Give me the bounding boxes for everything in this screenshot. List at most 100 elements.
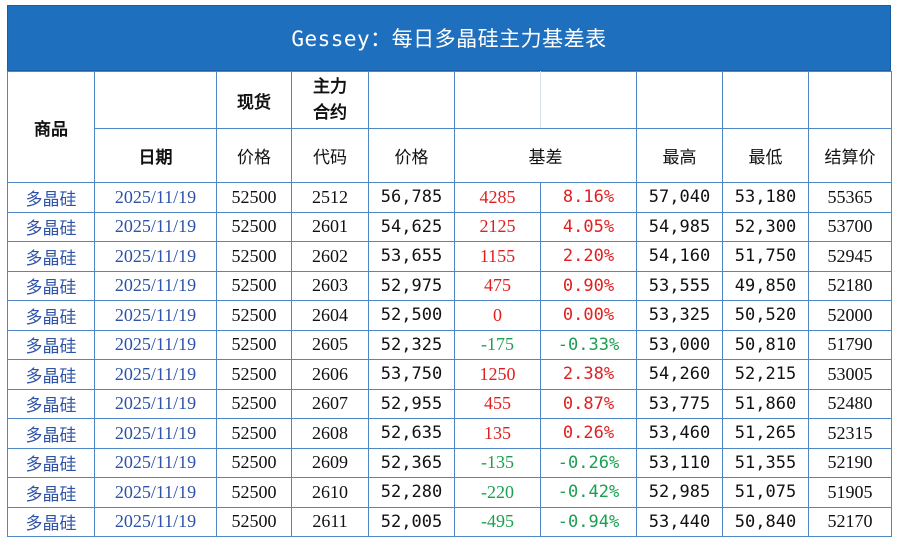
table-row: 多晶硅 2025/11/19 52500 2606 53,750 1250 2.38% 54,… — [7, 359, 892, 390]
cell-spot-price: 52500 — [216, 241, 292, 272]
cell-basis: -495 — [454, 506, 541, 537]
cell-futures-price: 53,750 — [368, 359, 455, 390]
cell-date: 2025/11/19 — [94, 418, 217, 449]
cell-settle: 52000 — [808, 300, 892, 331]
cell-product: 多晶硅 — [7, 211, 95, 242]
cell-contract-code: 2610 — [291, 477, 369, 508]
cell-basis-pct: 2.20% — [540, 241, 637, 272]
cell-date: 2025/11/19 — [94, 477, 217, 508]
cell-futures-price: 52,005 — [368, 506, 455, 537]
cell-futures-price: 52,635 — [368, 418, 455, 449]
header-main-contract-line1: 主力 — [313, 77, 347, 97]
cell-basis: -220 — [454, 477, 541, 508]
cell-basis: 2125 — [454, 211, 541, 242]
cell-contract-code: 2605 — [291, 329, 369, 360]
header-empty-cell — [808, 71, 892, 129]
header-basis: 基差 — [454, 128, 637, 183]
cell-date: 2025/11/19 — [94, 300, 217, 331]
cell-basis-pct: -0.42% — [540, 477, 637, 508]
header-spot: 现货 — [216, 71, 292, 129]
cell-spot-price: 52500 — [216, 447, 292, 478]
cell-futures-price: 52,365 — [368, 447, 455, 478]
cell-high: 52,985 — [636, 477, 723, 508]
cell-low: 51,750 — [722, 241, 809, 272]
cell-basis: 0 — [454, 300, 541, 331]
cell-futures-price: 52,500 — [368, 300, 455, 331]
cell-basis: -175 — [454, 329, 541, 360]
cell-settle: 51905 — [808, 477, 892, 508]
cell-basis-pct: 0.26% — [540, 418, 637, 449]
cell-spot-price: 52500 — [216, 388, 292, 419]
header-row-2: 日期 价格 代码 价格 基差 最高 最低 结算价 — [8, 128, 892, 183]
cell-product: 多晶硅 — [7, 359, 95, 390]
cell-basis: 1250 — [454, 359, 541, 390]
header-spot-price: 价格 — [216, 128, 292, 183]
cell-low: 51,265 — [722, 418, 809, 449]
header-empty-cell — [94, 71, 217, 129]
cell-spot-price: 52500 — [216, 506, 292, 537]
cell-futures-price: 52,975 — [368, 270, 455, 301]
header-main-contract: 主力 合约 — [291, 71, 369, 129]
cell-spot-price: 52500 — [216, 182, 292, 213]
cell-high: 53,325 — [636, 300, 723, 331]
cell-high: 53,460 — [636, 418, 723, 449]
cell-contract-code: 2601 — [291, 211, 369, 242]
cell-contract-code: 2608 — [291, 418, 369, 449]
cell-low: 49,850 — [722, 270, 809, 301]
table-row: 多晶硅 2025/11/19 52500 2609 52,365 -135 -0.26% 53… — [7, 447, 892, 478]
cell-low: 53,180 — [722, 182, 809, 213]
cell-product: 多晶硅 — [7, 477, 95, 508]
cell-high: 53,000 — [636, 329, 723, 360]
cell-high: 54,160 — [636, 241, 723, 272]
cell-settle: 53005 — [808, 359, 892, 390]
cell-contract-code: 2512 — [291, 182, 369, 213]
cell-spot-price: 52500 — [216, 329, 292, 360]
table-row: 多晶硅 2025/11/19 52500 2604 52,500 0 0.00% 53,325… — [7, 300, 892, 331]
basis-table: 商品 现货 主力 合约 日期 价格 代码 价格 基差 最高 — [7, 71, 892, 537]
header-main-contract-line2: 合约 — [313, 103, 347, 123]
header-empty-cell — [722, 71, 809, 129]
table-row: 多晶硅 2025/11/19 52500 2611 52,005 -495 -0.94% 53… — [7, 506, 892, 537]
cell-futures-price: 53,655 — [368, 241, 455, 272]
cell-high: 53,440 — [636, 506, 723, 537]
table-row: 多晶硅 2025/11/19 52500 2610 52,280 -220 -0.42% 52… — [7, 477, 892, 508]
cell-spot-price: 52500 — [216, 418, 292, 449]
table-row: 多晶硅 2025/11/19 52500 2601 54,625 2125 4.05% 54,… — [7, 211, 892, 242]
cell-basis-pct: -0.26% — [540, 447, 637, 478]
header-low: 最低 — [722, 128, 809, 183]
cell-contract-code: 2604 — [291, 300, 369, 331]
header-product: 商品 — [7, 71, 95, 183]
cell-high: 53,555 — [636, 270, 723, 301]
cell-date: 2025/11/19 — [94, 211, 217, 242]
header-row-1: 商品 现货 主力 合约 — [7, 71, 892, 183]
header-settle: 结算价 — [808, 128, 892, 183]
cell-high: 53,110 — [636, 447, 723, 478]
cell-spot-price: 52500 — [216, 300, 292, 331]
header-empty-cell — [454, 71, 541, 129]
cell-low: 52,215 — [722, 359, 809, 390]
cell-product: 多晶硅 — [7, 506, 95, 537]
cell-basis-pct: 4.05% — [540, 211, 637, 242]
basis-table-container: Gessey：每日多晶硅主力基差表 商品 现货 主力 合约 — [7, 5, 892, 537]
cell-settle: 52180 — [808, 270, 892, 301]
cell-product: 多晶硅 — [7, 418, 95, 449]
cell-futures-price: 52,955 — [368, 388, 455, 419]
header-empty-cell — [636, 71, 723, 129]
header-empty-cell — [368, 71, 455, 129]
table-row: 多晶硅 2025/11/19 52500 2603 52,975 475 0.90% 53,5… — [7, 270, 892, 301]
cell-date: 2025/11/19 — [94, 329, 217, 360]
cell-basis-pct: 0.00% — [540, 300, 637, 331]
cell-date: 2025/11/19 — [94, 270, 217, 301]
cell-contract-code: 2602 — [291, 241, 369, 272]
cell-futures-price: 54,625 — [368, 211, 455, 242]
cell-date: 2025/11/19 — [94, 241, 217, 272]
cell-product: 多晶硅 — [7, 300, 95, 331]
cell-date: 2025/11/19 — [94, 182, 217, 213]
cell-contract-code: 2607 — [291, 388, 369, 419]
cell-product: 多晶硅 — [7, 329, 95, 360]
table-row: 多晶硅 2025/11/19 52500 2607 52,955 455 0.87% 53,7… — [7, 388, 892, 419]
cell-basis: 455 — [454, 388, 541, 419]
header-futures-price: 价格 — [368, 128, 455, 183]
cell-basis-pct: 8.16% — [540, 182, 637, 213]
cell-low: 50,520 — [722, 300, 809, 331]
